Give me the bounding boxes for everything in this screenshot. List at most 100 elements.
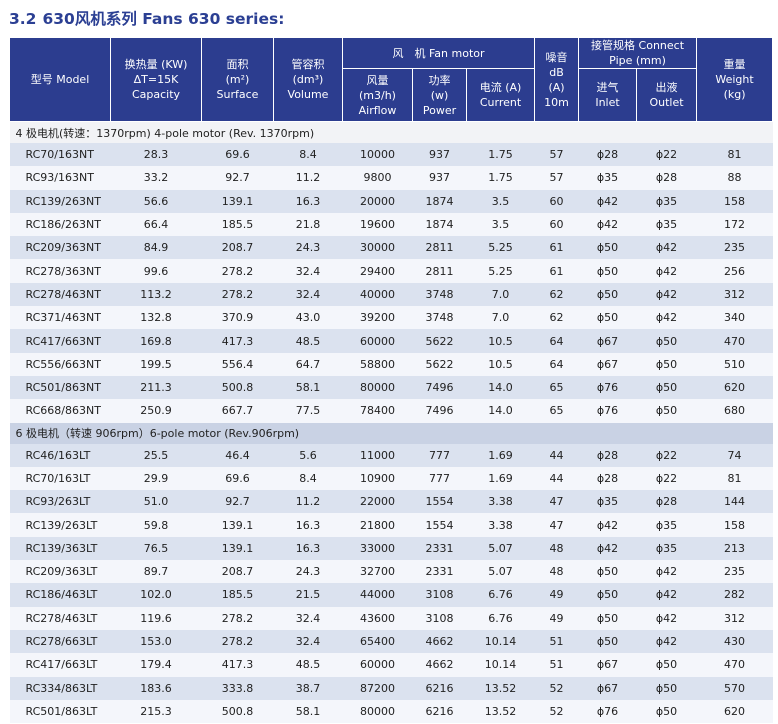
table-row: RC186/263NT 66.4 185.5 21.8 19600 1874 3.5 60 ϕ4… — [9, 212, 773, 237]
cell-current: 10.14 — [466, 629, 535, 654]
cell-outlet: ϕ42 — [636, 259, 697, 283]
cell-volume: 48.5 — [273, 653, 343, 677]
table-row: RC417/663LT 179.4 417.3 48.5 60000 4662 10.14 5… — [9, 653, 773, 677]
cell-outlet: ϕ35 — [636, 513, 697, 537]
cell-capacity: 66.4 — [110, 212, 202, 237]
cell-model: RC668/863NT — [9, 399, 111, 423]
cell-noise: 64 — [534, 329, 579, 353]
cell-volume: 5.6 — [273, 443, 343, 467]
table-row: RC139/263NT 56.6 139.1 16.3 20000 1874 3.5 60 ϕ4… — [9, 189, 773, 213]
header-outlet: 出液 Outlet — [636, 68, 698, 122]
cell-model: RC278/463LT — [9, 606, 111, 630]
cell-noise: 52 — [534, 676, 579, 700]
cell-power: 4662 — [412, 653, 467, 677]
cell-capacity: 211.3 — [110, 375, 202, 400]
cell-capacity: 132.8 — [110, 306, 202, 330]
cell-surface: 69.6 — [201, 466, 274, 491]
cell-capacity: 33.2 — [110, 166, 202, 190]
cell-noise: 48 — [534, 560, 579, 584]
cell-capacity: 179.4 — [110, 653, 202, 677]
cell-inlet: ϕ42 — [578, 536, 637, 561]
cell-surface: 278.2 — [201, 629, 274, 654]
cell-noise: 49 — [534, 606, 579, 630]
cell-surface: 500.8 — [201, 699, 274, 724]
table-row: RC209/363LT 89.7 208.7 24.3 32700 2331 5.07 48 ϕ… — [9, 560, 773, 584]
cell-volume: 21.5 — [273, 583, 343, 607]
cell-airflow: 30000 — [342, 236, 413, 260]
cell-power: 7496 — [412, 399, 467, 423]
cell-inlet: ϕ67 — [578, 352, 637, 376]
cell-outlet: ϕ22 — [636, 466, 697, 491]
cell-outlet: ϕ50 — [636, 329, 697, 353]
cell-airflow: 22000 — [342, 490, 413, 514]
cell-model: RC417/663NT — [9, 329, 111, 353]
cell-inlet: ϕ76 — [578, 399, 637, 423]
cell-weight: 235 — [696, 560, 773, 584]
cell-power: 3748 — [412, 306, 467, 330]
cell-current: 3.38 — [466, 490, 535, 514]
cell-power: 6216 — [412, 699, 467, 724]
cell-current: 10.14 — [466, 653, 535, 677]
header-weight: 重量 Weight (kg) — [696, 37, 774, 122]
cell-outlet: ϕ42 — [636, 560, 697, 584]
cell-power: 2811 — [412, 259, 467, 283]
cell-capacity: 215.3 — [110, 699, 202, 724]
table-row: RC139/363LT 76.5 139.1 16.3 33000 2331 5.07 48 ϕ… — [9, 536, 773, 561]
cell-inlet: ϕ76 — [578, 375, 637, 400]
cell-weight: 158 — [696, 513, 773, 537]
table-row: RC278/363NT 99.6 278.2 32.4 29400 2811 5.25 61 ϕ… — [9, 259, 773, 283]
cell-surface: 69.6 — [201, 143, 274, 167]
table-row: RC278/663LT 153.0 278.2 32.4 65400 4662 10.14 5… — [9, 629, 773, 654]
table-row: RC501/863LT 215.3 500.8 58.1 80000 6216 13.52 5… — [9, 699, 773, 724]
cell-volume: 16.3 — [273, 189, 343, 213]
cell-power: 777 — [412, 443, 467, 467]
cell-outlet: ϕ42 — [636, 236, 697, 260]
table-row: RC93/163NT 33.2 92.7 11.2 9800 937 1.75 57 ϕ35 ϕ2… — [9, 166, 773, 190]
cell-model: RC371/463NT — [9, 306, 111, 330]
section-label: 4 极电机(转速：1370rpm) 4-pole motor (Rev. 137… — [9, 121, 773, 143]
cell-airflow: 60000 — [342, 653, 413, 677]
cell-airflow: 80000 — [342, 699, 413, 724]
cell-volume: 11.2 — [273, 166, 343, 190]
cell-inlet: ϕ28 — [578, 443, 637, 467]
table-row: RC278/463NT 113.2 278.2 32.4 40000 3748 7.0 62 ϕ… — [9, 282, 773, 307]
cell-power: 1874 — [412, 189, 467, 213]
cell-surface: 139.1 — [201, 513, 274, 537]
cell-weight: 570 — [696, 676, 773, 700]
section-title: 630风机系列 Fans 630 series: — [42, 10, 285, 28]
cell-inlet: ϕ50 — [578, 236, 637, 260]
cell-outlet: ϕ42 — [636, 282, 697, 307]
cell-model: RC70/163LT — [9, 466, 111, 491]
cell-capacity: 56.6 — [110, 189, 202, 213]
cell-surface: 278.2 — [201, 259, 274, 283]
cell-volume: 24.3 — [273, 560, 343, 584]
cell-weight: 312 — [696, 606, 773, 630]
cell-inlet: ϕ67 — [578, 329, 637, 353]
header-power: 功率 (w) Power — [412, 68, 467, 122]
cell-outlet: ϕ35 — [636, 536, 697, 561]
cell-noise: 61 — [534, 259, 579, 283]
cell-surface: 92.7 — [201, 166, 274, 190]
cell-surface: 139.1 — [201, 189, 274, 213]
cell-airflow: 43600 — [342, 606, 413, 630]
cell-volume: 11.2 — [273, 490, 343, 514]
cell-volume: 58.1 — [273, 375, 343, 400]
cell-power: 2331 — [412, 536, 467, 561]
cell-noise: 61 — [534, 236, 579, 260]
cell-outlet: ϕ42 — [636, 606, 697, 630]
cell-model: RC139/263NT — [9, 189, 111, 213]
cell-model: RC139/263LT — [9, 513, 111, 537]
cell-airflow: 11000 — [342, 443, 413, 467]
cell-outlet: ϕ50 — [636, 676, 697, 700]
cell-model: RC186/263NT — [9, 212, 111, 237]
cell-surface: 208.7 — [201, 236, 274, 260]
cell-airflow: 78400 — [342, 399, 413, 423]
cell-weight: 282 — [696, 583, 773, 607]
cell-weight: 88 — [696, 166, 773, 190]
cell-weight: 312 — [696, 282, 773, 307]
cell-current: 7.0 — [466, 282, 535, 307]
cell-airflow: 9800 — [342, 166, 413, 190]
cell-current: 1.75 — [466, 143, 535, 167]
cell-outlet: ϕ42 — [636, 306, 697, 330]
cell-weight: 680 — [696, 399, 773, 423]
